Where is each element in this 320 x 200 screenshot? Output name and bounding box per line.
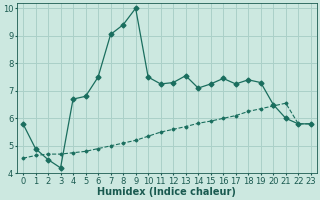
X-axis label: Humidex (Indice chaleur): Humidex (Indice chaleur) xyxy=(98,187,236,197)
